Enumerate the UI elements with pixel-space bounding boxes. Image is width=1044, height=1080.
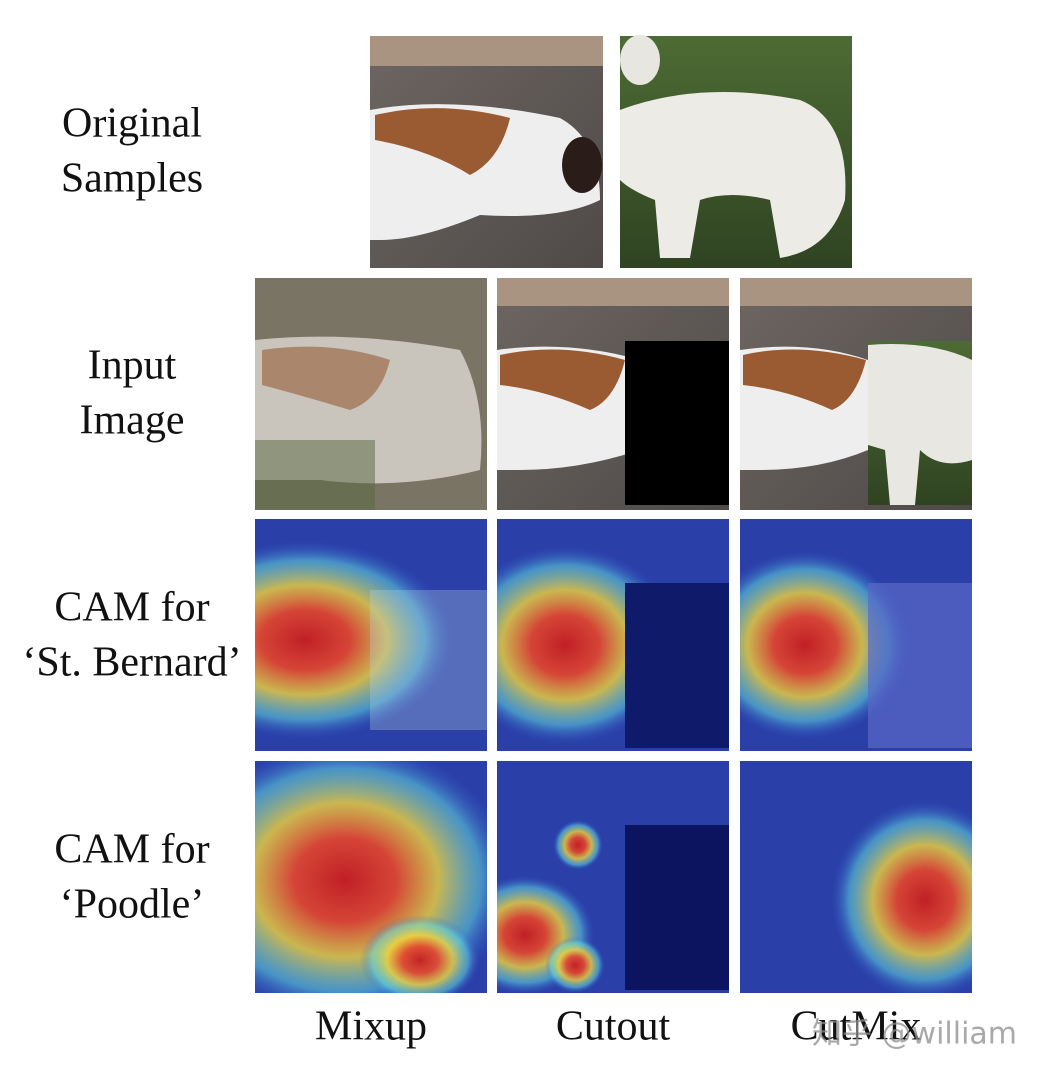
- image-st-bernard: [370, 36, 603, 268]
- watermark: 知乎 @william: [812, 1017, 1017, 1052]
- image-poodle: [620, 35, 852, 268]
- row-label: Original: [62, 101, 202, 147]
- cam-mixup-st-bernard: [255, 519, 487, 751]
- cutout-patch: [625, 341, 729, 505]
- cam-cutout-st-bernard: [497, 519, 729, 751]
- row-label: Samples: [61, 156, 203, 202]
- image-cutout: [497, 278, 729, 510]
- row-label: Input: [88, 343, 177, 389]
- row-label: ‘Poodle’: [60, 882, 205, 928]
- row-label: CAM for: [54, 827, 209, 873]
- image-cutmix: [740, 278, 972, 510]
- row-label: CAM for: [54, 585, 209, 631]
- column-label: Mixup: [315, 1004, 427, 1050]
- cam-cutout-poodle: [497, 761, 729, 993]
- column-label: Cutout: [556, 1004, 671, 1050]
- row-label: ‘St. Bernard’: [22, 640, 241, 686]
- row-label: Image: [80, 398, 185, 444]
- cam-cutmix-st-bernard: [740, 519, 972, 751]
- cutmix-patch: [868, 344, 972, 505]
- cam-mixup-poodle: [255, 761, 487, 993]
- cam-cutmix-poodle: [740, 761, 972, 993]
- image-mixup: [255, 278, 487, 510]
- column-label: CutMix: [791, 1004, 922, 1050]
